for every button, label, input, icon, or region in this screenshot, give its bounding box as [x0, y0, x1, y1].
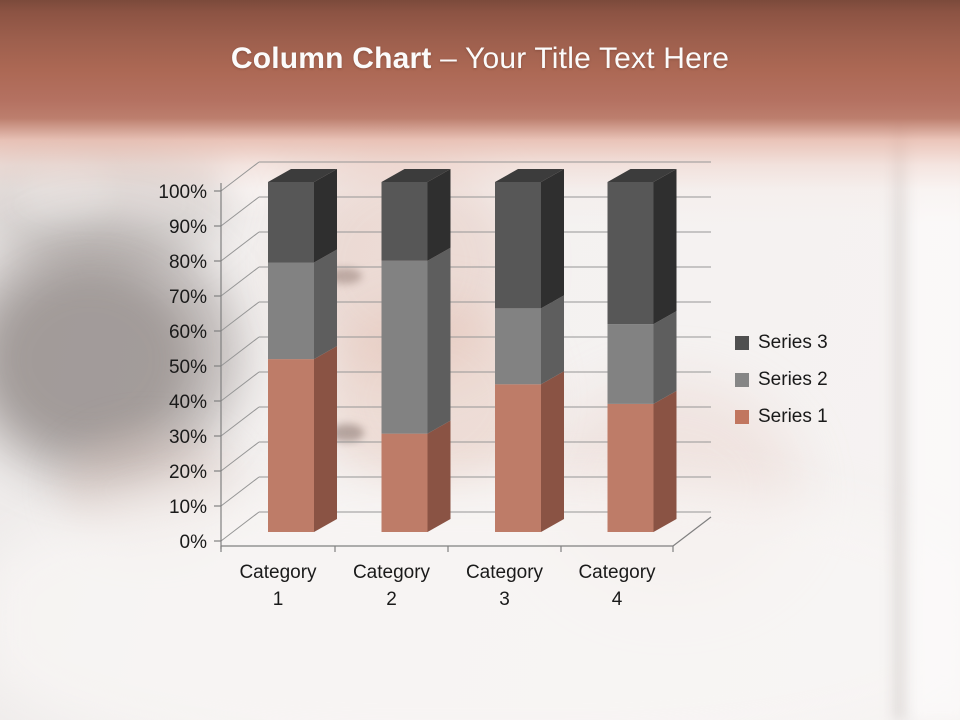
column-segment-series-1-cat4: [607, 403, 654, 532]
photo-bed-sheets: [0, 480, 960, 720]
column-side-series-3: [541, 169, 564, 309]
x-axis-category-label: Category 3: [466, 562, 544, 610]
y-axis-label: 100%: [158, 182, 207, 203]
column-chart: 0% 10% 20% 30% 40% 50% 60% 70% 80% 90% 100% Categor…: [158, 161, 712, 610]
y-axis-label: 10%: [169, 497, 207, 518]
y-axis-label: 80%: [169, 252, 207, 273]
column-side-series-1: [541, 371, 564, 532]
legend-swatch-series-3: [735, 336, 749, 350]
depth-gridline: [220, 476, 260, 507]
depth-gridline: [220, 441, 260, 472]
legend-swatch-series-1: [735, 410, 749, 424]
column-segment-series-3-cat1: [268, 182, 314, 263]
column-side-series-2: [314, 249, 337, 360]
depth-gridline: [220, 511, 260, 542]
y-axis-label: 30%: [169, 427, 207, 448]
legend-item-series-2: Series 2: [735, 368, 828, 392]
column-side-series-3: [314, 169, 337, 263]
depth-gridline: [220, 161, 260, 192]
column-segment-series-1-cat3: [495, 384, 541, 532]
title-rest-part: – Your Title Text Here: [431, 42, 730, 75]
column-side-series-3: [427, 169, 451, 261]
chart-legend: Series 3 Series 2 Series 1: [735, 331, 828, 442]
legend-swatch-series-2: [735, 373, 749, 387]
y-axis-label: 70%: [169, 287, 207, 308]
column-side-series-2: [427, 247, 451, 434]
y-axis-label: 90%: [169, 217, 207, 238]
column-segment-series-2-cat4: [607, 324, 654, 404]
page-title: Column Chart – Your Title Text Here: [0, 42, 960, 76]
column-side-series-2: [653, 311, 677, 404]
y-axis-label: 60%: [169, 322, 207, 343]
legend-item-series-1: Series 1: [735, 405, 828, 429]
column-segment-series-2-cat1: [268, 262, 314, 360]
column-side-series-3: [653, 169, 677, 325]
photo-mother-hair: [0, 225, 240, 485]
column-side-series-1: [427, 420, 451, 532]
depth-gridline: [220, 231, 260, 262]
photo-curtain: [908, 0, 960, 720]
y-axis-label: 0%: [180, 532, 208, 553]
photo-curtain-shadow: [893, 0, 909, 720]
legend-label: Series 3: [758, 332, 828, 353]
y-axis-label: 40%: [169, 392, 207, 413]
column-segment-series-3-cat3: [495, 182, 541, 309]
x-axis-category-label: Category 1: [239, 562, 317, 610]
photo-baby-eye: [330, 424, 364, 442]
depth-gridline: [220, 336, 260, 367]
title-bold-part: Column Chart: [230, 42, 432, 75]
floor-right-edge: [672, 516, 712, 547]
depth-gridline: [220, 371, 260, 402]
legend-item-series-3: Series 3: [735, 331, 828, 355]
column-side-series-2: [541, 295, 564, 385]
x-axis-category-label: Category 2: [353, 562, 431, 610]
column-segment-series-2-cat3: [495, 308, 541, 385]
column-side-series-1: [314, 346, 337, 532]
column-segment-series-3-cat4: [607, 182, 654, 325]
depth-gridline: [220, 406, 260, 437]
depth-gridline: [220, 196, 260, 227]
column-segment-series-1-cat1: [268, 359, 314, 532]
photo-mother-hair: [0, 270, 190, 450]
column-side-series-1: [653, 390, 677, 532]
x-axis-category-label: Category 4: [578, 562, 656, 610]
depth-gridline: [220, 301, 260, 332]
legend-label: Series 1: [758, 406, 828, 427]
y-axis-label: 50%: [169, 357, 207, 378]
column-segment-series-2-cat2: [381, 260, 428, 434]
depth-gridline: [220, 266, 260, 297]
legend-label: Series 2: [758, 369, 828, 390]
y-axis-label: 20%: [169, 462, 207, 483]
column-segment-series-3-cat2: [381, 182, 428, 261]
column-segment-series-1-cat2: [381, 433, 428, 532]
